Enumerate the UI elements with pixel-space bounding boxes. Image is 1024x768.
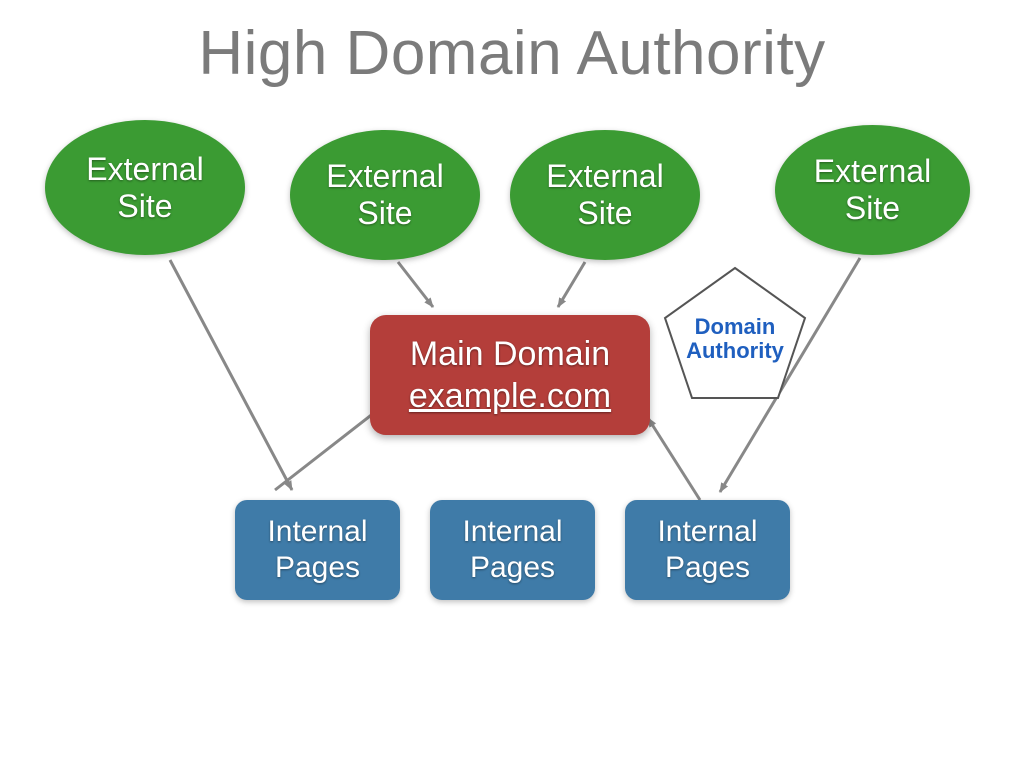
arrow-edge bbox=[170, 260, 292, 490]
diagram-canvas: High Domain Authority ExternalSite Exter… bbox=[0, 0, 1024, 768]
external-site-node: ExternalSite bbox=[45, 120, 245, 255]
arrow-edge bbox=[648, 418, 700, 500]
arrow-edge bbox=[720, 258, 860, 492]
domain-authority-label: DomainAuthority bbox=[660, 315, 810, 363]
arrow-edge bbox=[558, 262, 585, 307]
internal-pages-node: InternalPages bbox=[235, 500, 400, 600]
external-site-node: ExternalSite bbox=[775, 125, 970, 255]
page-title: High Domain Authority bbox=[0, 18, 1024, 89]
arrow-edge bbox=[398, 262, 433, 307]
main-domain-node: Main Domain example.com bbox=[370, 315, 650, 435]
main-domain-line1: Main Domain bbox=[410, 333, 610, 376]
external-site-node: ExternalSite bbox=[290, 130, 480, 260]
internal-pages-node: InternalPages bbox=[430, 500, 595, 600]
main-domain-line2: example.com bbox=[409, 375, 611, 418]
external-site-node: ExternalSite bbox=[510, 130, 700, 260]
internal-pages-node: InternalPages bbox=[625, 500, 790, 600]
